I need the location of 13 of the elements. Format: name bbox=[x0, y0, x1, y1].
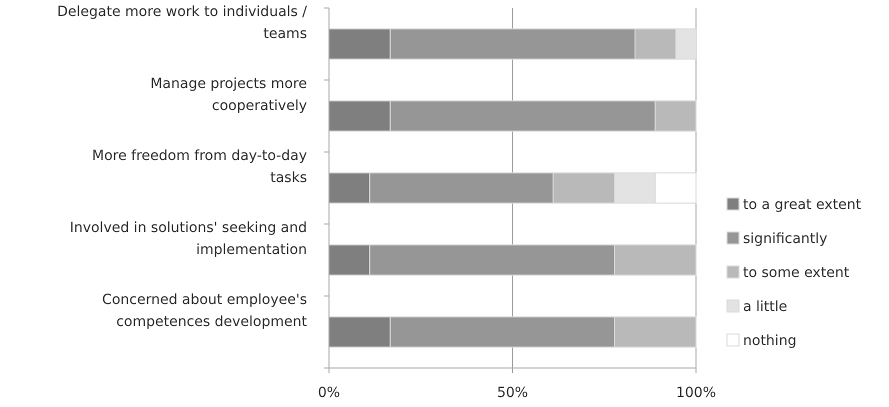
y-tick-label: Delegate more work to individuals / teams bbox=[57, 4, 308, 42]
x-tick-label: 100% bbox=[676, 385, 716, 401]
y-tick-label: More freedom from day-to-day tasks bbox=[92, 148, 307, 186]
legend-label: nothing bbox=[743, 333, 796, 349]
y-tick-label: Manage projects more cooperatively bbox=[150, 76, 307, 114]
legend-label: significantly bbox=[743, 231, 828, 247]
y-tick-label: Involved in solutions' seeking and implementation bbox=[70, 220, 307, 258]
y-tick-label: Concerned about employee's competences development bbox=[102, 292, 308, 330]
legend-label: to a great extent bbox=[743, 197, 862, 213]
legend-label: a little bbox=[743, 299, 788, 315]
x-tick-label: 0% bbox=[318, 385, 340, 401]
x-tick-label: 50% bbox=[496, 385, 528, 401]
legend-label: to some extent bbox=[743, 265, 850, 281]
